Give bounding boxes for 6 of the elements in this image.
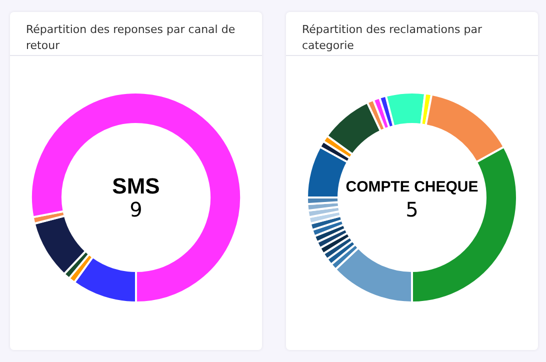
text: SMS xyxy=(112,174,160,199)
chart-title: Répartition des reponses par canal de retour xyxy=(10,12,262,56)
text: COMPTE CHEQUE xyxy=(346,178,478,196)
chart-title: Répartition des reclamations par categorie xyxy=(286,12,538,56)
text: 5 xyxy=(406,198,418,222)
text: 9 xyxy=(130,198,142,222)
